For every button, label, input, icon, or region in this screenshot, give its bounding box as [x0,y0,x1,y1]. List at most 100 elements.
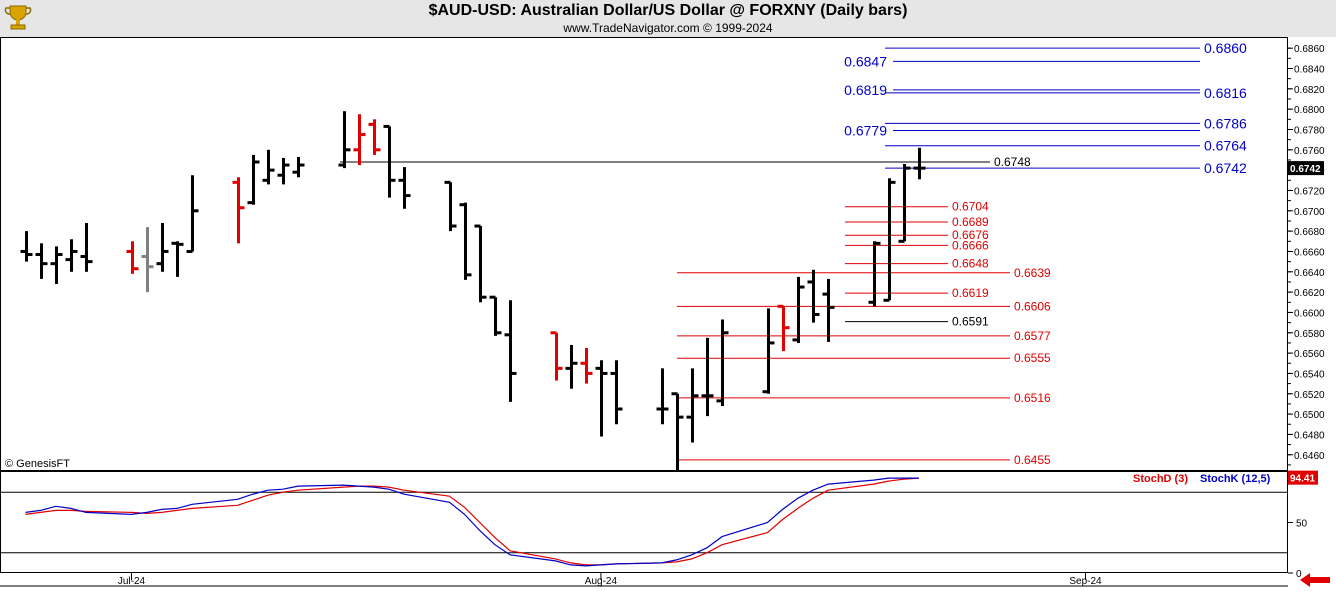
y-tick-label: 0.6580 [1294,329,1325,340]
x-tick-label: Jul-24 [118,576,146,587]
stoch-line [25,477,919,566]
ohlc-bar [292,156,305,178]
level-label-blue: 0.6860 [1204,40,1247,56]
y-tick-label: 0.6620 [1294,288,1325,299]
ohlc-bar [338,111,351,169]
ohlc-bar [686,368,699,443]
arrow-left-icon[interactable] [1300,573,1330,587]
level-label-red: 0.6619 [952,286,989,300]
y-tick-label: 0.6840 [1294,64,1325,75]
ohlc-bar [610,360,623,425]
ohlc-bar [35,243,48,279]
ohlc-bar [262,149,275,185]
level-label-blue: 0.6786 [1204,115,1247,131]
ohlc-bar [444,180,457,232]
y-tick-label: 0.6660 [1294,247,1325,258]
y-tick-label: 0.6700 [1294,207,1325,218]
ohlc-bar [398,167,411,209]
legend-stochd: StochD (3) [1133,473,1188,485]
ohlc-bar [898,164,911,243]
chart-header [0,0,1336,37]
level-label-blue: 0.6816 [1204,85,1247,101]
level-label-red: 0.6676 [952,228,989,242]
ohlc-bar [247,154,260,205]
ohlc-bar [368,119,381,155]
level-label-blue: 0.6819 [844,82,887,98]
y-tick-label: 0.6600 [1294,308,1325,319]
level-label-blue: 0.6742 [1204,160,1247,176]
stoch-panel-frame [0,471,1288,573]
level-label-red: 0.6577 [1014,329,1051,343]
y-tick-label: 0.6500 [1294,410,1325,421]
level-label-blue: 0.6847 [844,53,887,69]
y-tick-label: 0.6460 [1294,451,1325,462]
price-panel-frame [0,37,1288,471]
ohlc-bar [822,278,835,342]
ohlc-bar [565,344,578,389]
ohlc-bar [883,178,896,302]
level-label-blue: 0.6779 [844,122,887,138]
ohlc-bar [504,300,517,402]
ohlc-bar [671,392,684,470]
y-tick-label: 0.6680 [1294,227,1325,238]
x-tick-label: Sep-24 [1069,576,1102,587]
stoch-tick-label: 0 [1296,569,1302,580]
stoch-last-label: 94.41 [1290,474,1315,485]
legend-stochk: StochK (12,5) [1200,473,1271,485]
y-tick-label: 0.6640 [1294,268,1325,279]
y-tick-label: 0.6480 [1294,430,1325,441]
ohlc-bar [156,222,169,272]
trophy-icon [4,5,32,30]
level-label-red: 0.6648 [952,257,989,271]
y-tick-label: 0.6800 [1294,105,1325,116]
level-label-red: 0.6639 [1014,266,1051,280]
ohlc-bar [489,295,502,336]
y-tick-label: 0.6560 [1294,349,1325,360]
ohlc-bar [550,331,563,381]
level-label-red: 0.6689 [952,215,989,229]
y-tick-label: 0.6720 [1294,186,1325,197]
ohlc-bar [65,239,78,272]
ohlc-bar [807,269,820,323]
stoch-tick-label: 50 [1296,519,1308,530]
ohlc-bar [141,227,154,293]
level-label-red: 0.6555 [1014,351,1051,365]
ohlc-bar [701,337,714,417]
ohlc-bar [126,241,139,274]
ohlc-bar [459,202,472,280]
chart-title: $AUD-USD: Australian Dollar/US Dollar @ … [428,2,908,19]
ohlc-bar [80,222,93,272]
ohlc-bar [383,124,396,198]
ohlc-bar [913,147,926,180]
ohlc-bar [20,231,33,262]
y-tick-label: 0.6860 [1294,44,1325,55]
level-label-blue: 0.6764 [1204,138,1247,154]
level-label-red: 0.6606 [1014,299,1051,313]
x-tick-label: Aug-24 [585,576,618,587]
ohlc-bar [656,368,669,425]
stoch-line [25,477,919,567]
ohlc-bar [595,360,608,437]
y-tick-label: 0.6540 [1294,369,1325,380]
ohlc-bar [580,348,593,384]
ohlc-bar [792,276,805,343]
ohlc-bar [762,308,775,394]
watermark: © GenesisFT [5,458,70,470]
level-label-red: 0.6666 [952,238,989,252]
ohlc-bar [353,114,366,166]
chart-subtitle: www.TradeNavigator.com © 1999-2024 [563,21,773,35]
stoch-last-box [1288,470,1318,485]
ohlc-bar [277,157,290,185]
ohlc-bar [868,241,881,307]
ohlc-bar [777,304,790,352]
ohlc-bar [186,175,199,253]
level-label-black: 0.6748 [994,155,1031,169]
y-tick-label: 0.6780 [1294,125,1325,136]
ohlc-bar [232,177,245,244]
ohlc-bar [171,241,184,277]
y-tick-label: 0.6760 [1294,146,1325,157]
ohlc-bar [716,319,729,406]
last-price-box [1288,161,1324,176]
y-tick-label: 0.6520 [1294,390,1325,401]
